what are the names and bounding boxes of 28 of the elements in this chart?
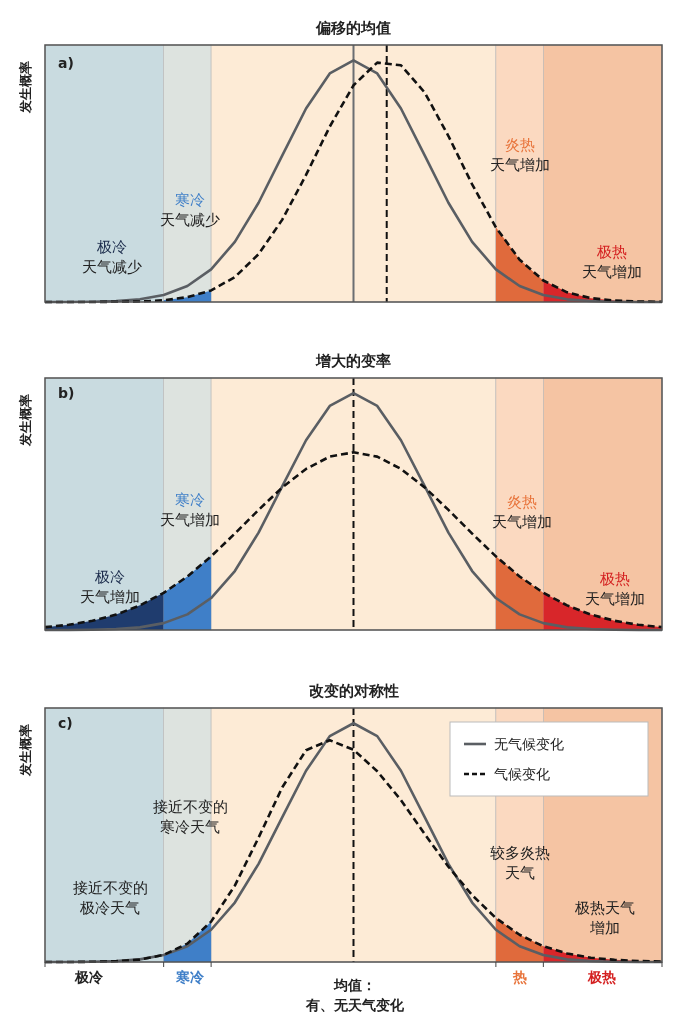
y-axis-title: 发生概率 (18, 724, 33, 777)
annotation: 极冷天气增加 (80, 568, 140, 606)
text: 极热 (587, 969, 616, 985)
annotation: 极热天气增加 (585, 570, 645, 608)
chart-title: 偏移的均值 (315, 19, 391, 37)
annotation: b) (58, 385, 75, 401)
legend-label: 无气候变化 (494, 736, 564, 752)
annotation: 炎热天气增加 (492, 493, 552, 531)
y-axis-title: 发生概率 (18, 394, 33, 447)
annotation: 炎热天气增加 (490, 136, 550, 174)
annotation: c) (58, 715, 73, 731)
annotation: 极热天气增加 (582, 243, 642, 281)
y-axis-title: 发生概率 (18, 61, 33, 114)
chart-title: 改变的对称性 (308, 682, 399, 700)
annotation: 较多炎热天气 (490, 844, 550, 882)
annotation: 寒冷天气增加 (160, 491, 220, 529)
annotation: 极冷天气减少 (82, 238, 142, 276)
annotation: a) (58, 55, 74, 71)
legend-label: 气候变化 (494, 766, 550, 782)
text: 寒冷 (175, 969, 205, 985)
text: 极冷 (74, 969, 104, 985)
annotation: 极热天气增加 (574, 899, 635, 937)
text: 热 (512, 969, 527, 985)
text: 均值：有、无天气变化 (305, 977, 405, 1013)
chart-title: 增大的变率 (315, 352, 391, 370)
annotation: 接近不变的极冷天气 (72, 879, 148, 917)
annotation: 接近不变的寒冷天气 (152, 798, 228, 836)
annotation: 寒冷天气减少 (160, 191, 220, 229)
